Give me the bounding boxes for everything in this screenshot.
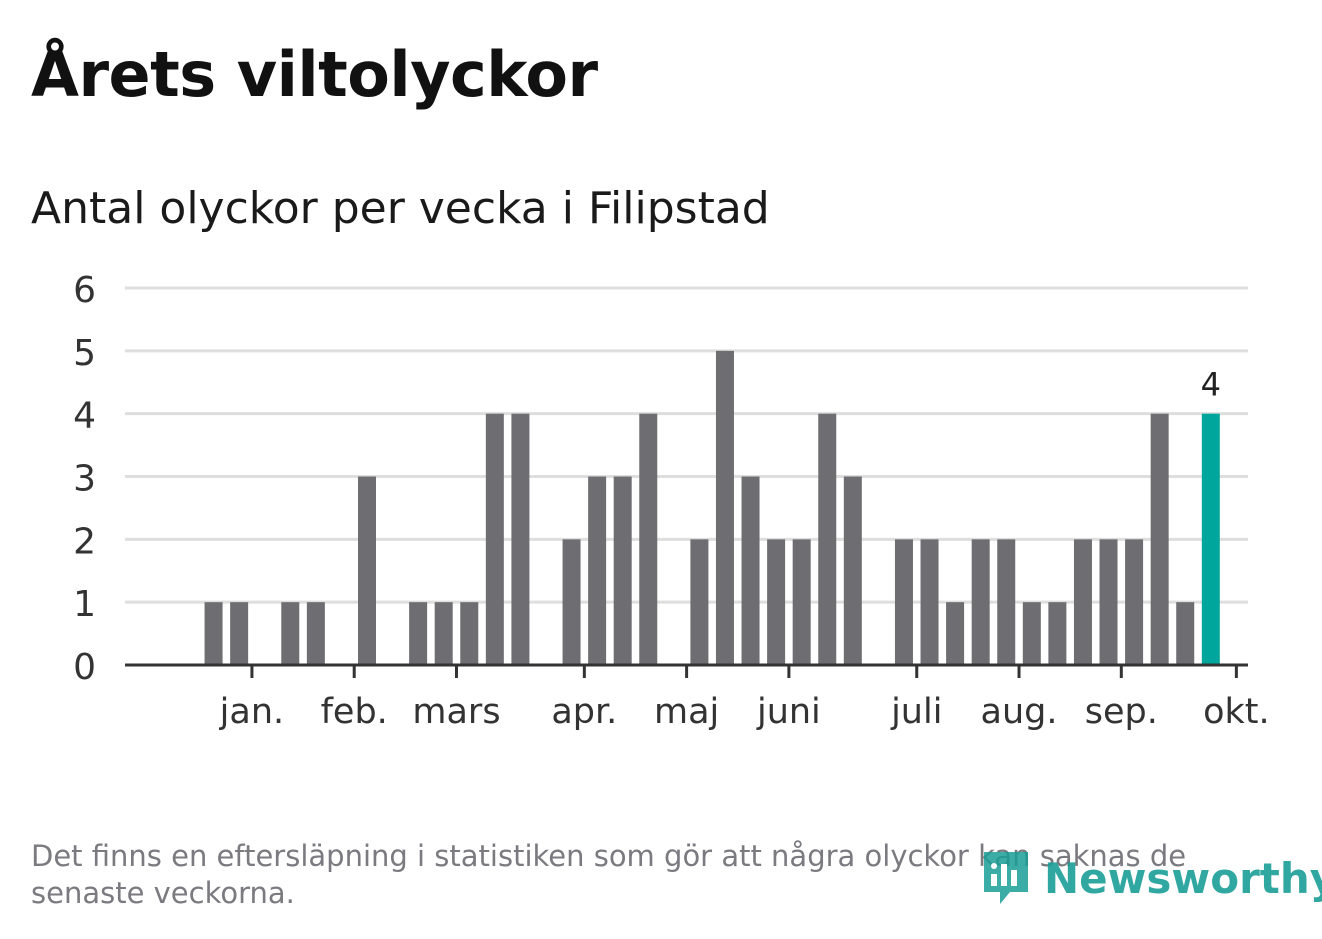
- bar: [357, 476, 376, 665]
- y-tick-label: 4: [73, 396, 96, 437]
- bar: [792, 539, 811, 665]
- bar: [818, 413, 837, 665]
- bar: [1048, 602, 1067, 665]
- bar-chart: 0 1 2 3 4 5 6 4 jan. feb. mars apr. maj juni juli aug. s…: [73, 270, 1270, 732]
- bar: [1073, 539, 1092, 665]
- x-tick-label: juni: [756, 692, 821, 732]
- bar: [920, 539, 939, 665]
- chart-title: Årets viltolyckor: [31, 38, 598, 111]
- y-tick-label: 0: [73, 647, 96, 688]
- x-tick-label: juli: [890, 692, 942, 732]
- bar: [204, 602, 223, 665]
- brand-logo: Newsworthy: [980, 848, 1322, 908]
- x-tick-label: apr.: [551, 692, 617, 732]
- chart-subtitle: Antal olyckor per vecka i Filipstad: [31, 183, 770, 234]
- bar: [588, 476, 607, 665]
- bar: [894, 539, 913, 665]
- bar: [306, 602, 325, 665]
- bar: [1125, 539, 1144, 665]
- data-label: 4: [1201, 366, 1221, 404]
- x-tick-label: feb.: [321, 692, 388, 732]
- y-tick-label: 1: [73, 584, 96, 625]
- x-tick-label: okt.: [1203, 692, 1270, 732]
- x-tick-label: maj: [654, 692, 719, 732]
- x-tick-label: jan.: [219, 692, 284, 732]
- bar: [639, 413, 658, 665]
- bar-highlight: [1201, 413, 1220, 665]
- bar: [460, 602, 479, 665]
- bar: [230, 602, 249, 665]
- bar: [946, 602, 965, 665]
- bar: [767, 539, 786, 665]
- bar: [485, 413, 504, 665]
- bar: [715, 350, 734, 665]
- bar: [562, 539, 581, 665]
- bar: [281, 602, 300, 665]
- newsworthy-logo-icon: [984, 852, 1028, 904]
- bar: [690, 539, 709, 665]
- bar: [1022, 602, 1041, 665]
- y-tick-label: 5: [73, 333, 96, 374]
- bar: [511, 413, 530, 665]
- bar: [434, 602, 453, 665]
- bar: [1150, 413, 1169, 665]
- bar: [409, 602, 428, 665]
- bar: [997, 539, 1016, 665]
- bar: [613, 476, 632, 665]
- y-tick-label: 6: [73, 270, 96, 311]
- bar: [741, 476, 760, 665]
- x-tick-label: aug.: [981, 692, 1058, 732]
- y-tick-label: 3: [73, 459, 96, 500]
- bar: [1176, 602, 1195, 665]
- x-tick-label: sep.: [1085, 692, 1158, 732]
- bar: [971, 539, 990, 665]
- bar: [843, 476, 862, 665]
- brand-name: Newsworthy: [1044, 853, 1322, 903]
- x-tick-label: mars: [412, 692, 500, 732]
- bar: [1099, 539, 1118, 665]
- y-tick-label: 2: [73, 521, 96, 562]
